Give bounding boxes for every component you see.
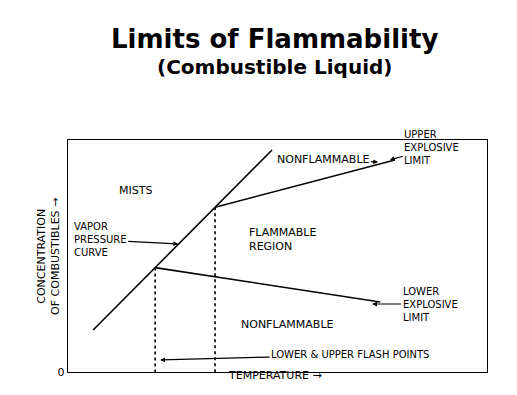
svg-text:UPPEREXPLOSIVELIMIT: UPPEREXPLOSIVELIMIT (404, 129, 459, 166)
svg-text:(Combustible Liquid): (Combustible Liquid) (157, 55, 392, 79)
svg-text:0: 0 (58, 366, 65, 379)
svg-text:VAPORPRESSURECURVE: VAPORPRESSURECURVE (74, 221, 127, 258)
svg-text:NONFLAMMABLE: NONFLAMMABLE (277, 153, 370, 166)
svg-text:TEMPERATURE →: TEMPERATURE → (228, 369, 322, 382)
svg-text:NONFLAMMABLE: NONFLAMMABLE (241, 318, 334, 331)
svg-text:CONCENTRATIONOF COMBUSTIBLES →: CONCENTRATIONOF COMBUSTIBLES → (35, 198, 62, 315)
svg-text:FLAMMABLEREGION: FLAMMABLEREGION (249, 226, 316, 253)
svg-text:MISTS: MISTS (119, 184, 152, 197)
svg-text:Limits of Flammability: Limits of Flammability (111, 24, 438, 54)
svg-text:LOWER & UPPER FLASH POINTS: LOWER & UPPER FLASH POINTS (271, 349, 429, 360)
svg-text:LOWEREXPLOSIVELIMIT: LOWEREXPLOSIVELIMIT (403, 286, 458, 323)
